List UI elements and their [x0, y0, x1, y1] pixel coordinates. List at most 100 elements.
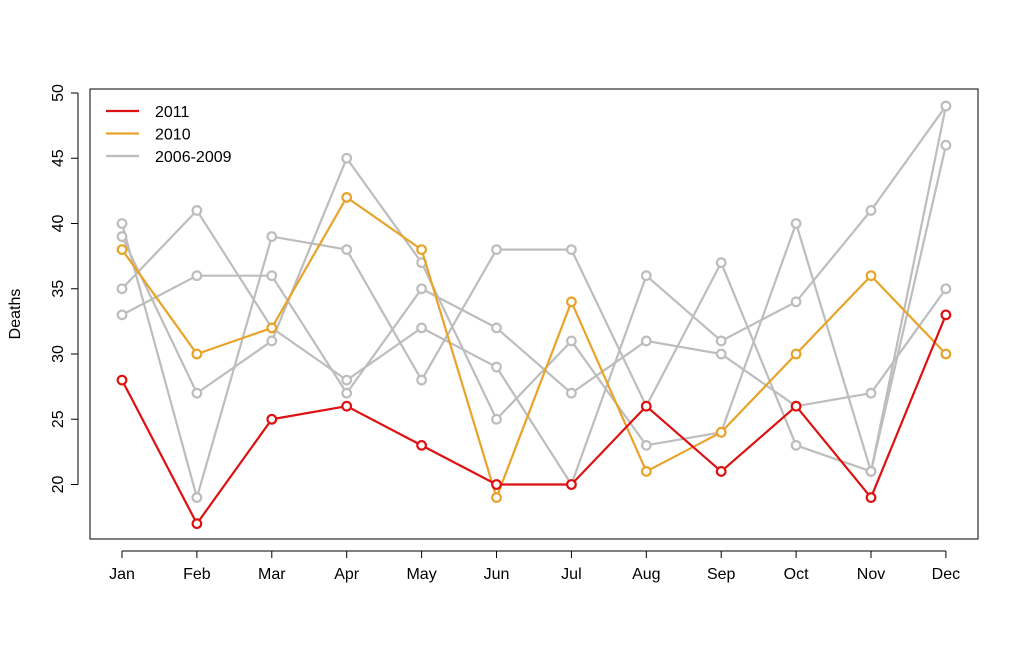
data-point [191, 492, 203, 503]
data-point [191, 518, 203, 530]
data-point [191, 387, 203, 399]
series-2006-2009 [116, 100, 952, 490]
x-tick-label: Dec [932, 566, 960, 583]
data-point [491, 244, 502, 256]
data-point [865, 466, 877, 477]
data-point [715, 466, 727, 477]
legend-label: 2010 [155, 127, 191, 144]
data-point [266, 270, 278, 282]
data-point [865, 270, 877, 282]
data-point [715, 348, 727, 360]
data-point [341, 400, 353, 412]
legend: 2011 2010 2006-2009 [106, 104, 232, 166]
x-tick-label: Feb [183, 566, 211, 583]
data-point [865, 205, 877, 216]
x-tick-label: Jun [484, 566, 510, 583]
data-point [116, 218, 128, 229]
data-point [416, 439, 428, 451]
y-tick-label: 25 [50, 410, 67, 428]
data-point [940, 139, 952, 151]
data-point [341, 374, 353, 386]
y-axis-title: Deaths [7, 289, 24, 340]
data-point [640, 466, 652, 477]
y-tick-label: 45 [50, 149, 67, 167]
data-point [640, 439, 652, 451]
data-point [116, 309, 128, 321]
data-point [191, 270, 203, 282]
data-point [341, 244, 353, 256]
y-tick-label: 30 [50, 345, 67, 363]
x-axis: Jan Feb Mar Apr May Jun Jul Aug Sep Oct Nov Dec [109, 550, 960, 583]
data-point [266, 413, 278, 425]
data-point [566, 479, 577, 490]
data-point [566, 387, 577, 399]
x-tick-label: Nov [857, 566, 885, 583]
data-point [940, 309, 952, 321]
series-line [121, 105, 947, 486]
data-point [191, 205, 203, 216]
x-tick-label: Oct [784, 566, 809, 583]
y-tick-label: 20 [50, 476, 67, 494]
x-tick-label: Apr [334, 566, 360, 583]
data-point [640, 400, 652, 412]
data-point [790, 296, 802, 308]
y-tick-label: 35 [50, 280, 67, 298]
data-point [416, 322, 428, 334]
data-point [715, 335, 727, 347]
data-point [341, 191, 353, 203]
x-tick-label: Jul [561, 566, 581, 583]
data-point [341, 152, 353, 164]
data-point [116, 283, 128, 295]
data-point [491, 361, 502, 373]
data-point [865, 387, 877, 399]
x-tick-label: Aug [632, 566, 660, 583]
data-point [416, 244, 428, 256]
data-point [640, 335, 652, 347]
series-2010 [116, 191, 952, 503]
data-point [416, 374, 428, 386]
data-point [491, 479, 502, 490]
data-point [940, 100, 952, 112]
data-point [790, 400, 802, 412]
series-line [121, 314, 947, 525]
series-2011 [116, 309, 952, 530]
data-point [566, 335, 577, 347]
data-point [266, 231, 278, 242]
data-point [116, 374, 128, 386]
legend-label: 2006-2009 [155, 149, 232, 166]
x-tick-label: Jan [109, 566, 135, 583]
y-axis: 20 25 30 35 40 45 50 [50, 84, 79, 494]
series-line [121, 274, 947, 408]
data-point [416, 283, 428, 295]
data-point [790, 348, 802, 360]
data-point [266, 322, 278, 334]
series-line [121, 144, 947, 473]
data-point [191, 348, 203, 360]
data-point [116, 231, 128, 242]
data-point [715, 426, 727, 438]
data-point [865, 492, 877, 503]
y-tick-label: 50 [50, 84, 67, 102]
series-line [120, 105, 947, 499]
data-point [790, 218, 802, 229]
data-point [566, 244, 577, 256]
data-point [940, 283, 952, 295]
legend-label: 2011 [155, 104, 190, 121]
x-tick-label: May [406, 566, 436, 583]
x-tick-label: Sep [707, 566, 736, 583]
x-tick-label: Mar [258, 566, 286, 583]
data-point [491, 322, 502, 334]
data-point [341, 387, 353, 399]
data-point [640, 270, 652, 282]
plot-frame [89, 88, 979, 540]
data-point [715, 257, 727, 269]
data-point [491, 413, 502, 425]
data-point [940, 348, 952, 360]
series-layer [116, 100, 952, 530]
data-point [491, 492, 502, 503]
y-tick-label: 40 [50, 215, 67, 233]
data-point [116, 244, 128, 256]
series-line [121, 196, 947, 499]
data-point [566, 296, 577, 308]
